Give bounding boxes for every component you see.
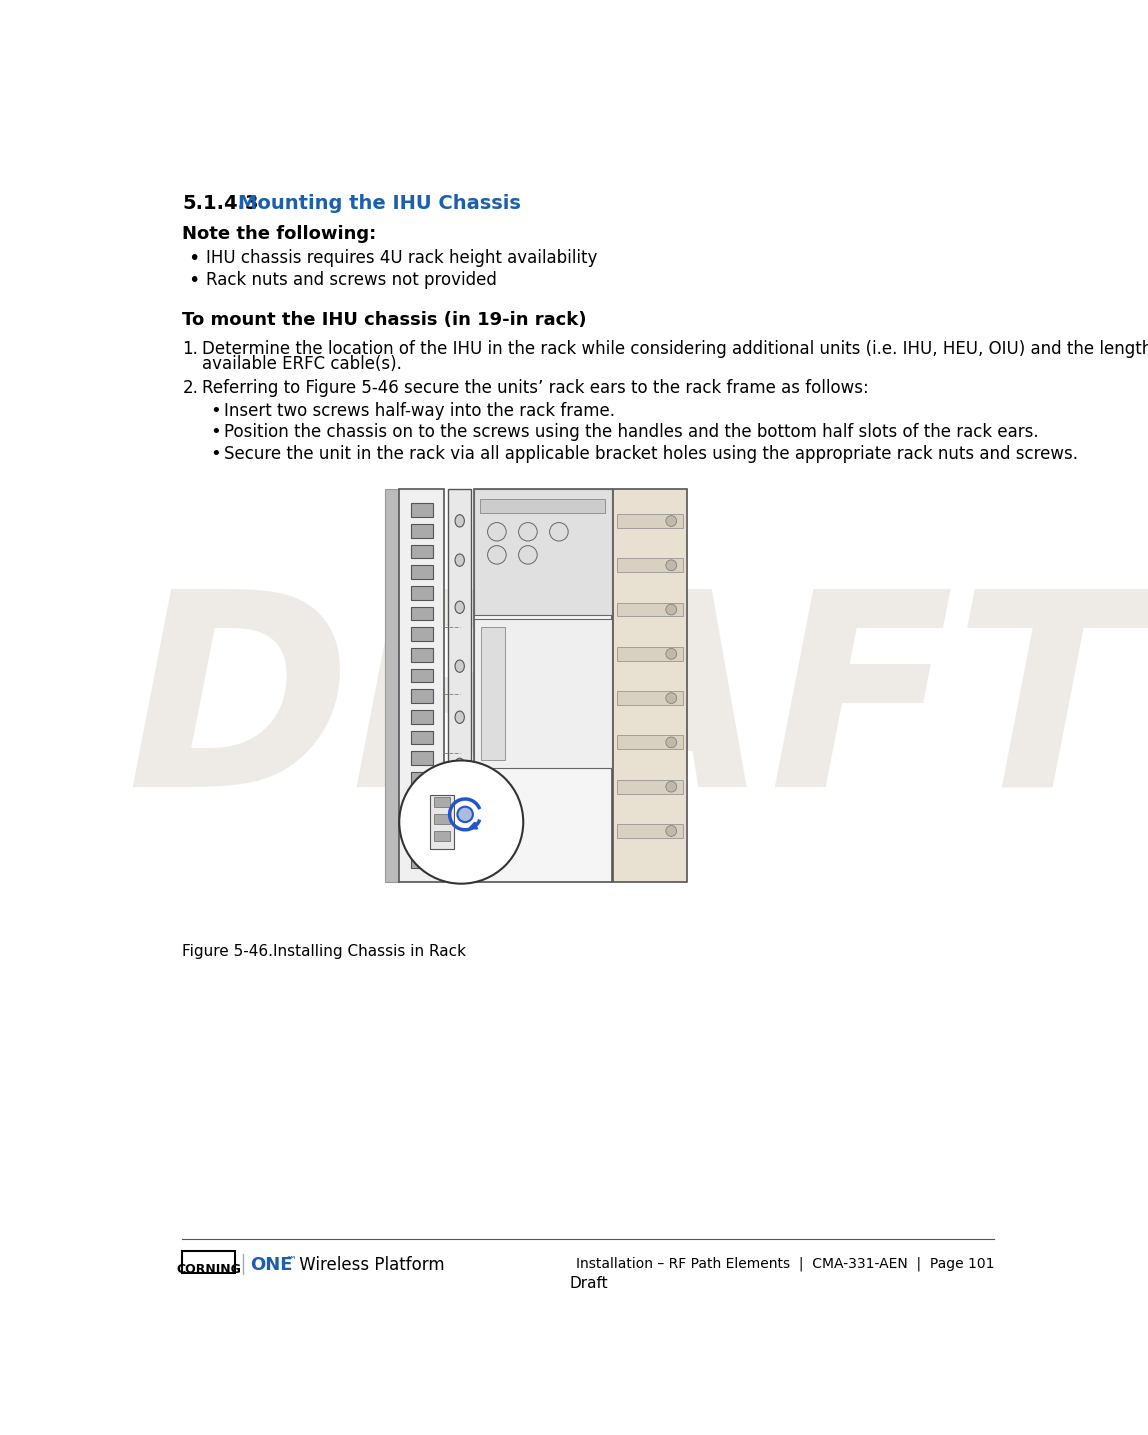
FancyBboxPatch shape	[411, 607, 433, 620]
FancyBboxPatch shape	[411, 504, 433, 517]
Circle shape	[519, 545, 537, 564]
FancyBboxPatch shape	[411, 544, 433, 558]
Text: 1.: 1.	[183, 340, 199, 359]
Text: Draft: Draft	[569, 1276, 607, 1290]
Text: Position the chassis on to the screws using the handles and the bottom half slot: Position the chassis on to the screws us…	[224, 423, 1039, 441]
Circle shape	[457, 806, 473, 822]
FancyBboxPatch shape	[434, 831, 450, 841]
FancyBboxPatch shape	[480, 499, 605, 512]
Text: 5.1.4.3: 5.1.4.3	[183, 194, 258, 212]
FancyBboxPatch shape	[400, 489, 444, 883]
FancyBboxPatch shape	[430, 795, 453, 850]
Text: Rack nuts and screws not provided: Rack nuts and screws not provided	[205, 271, 496, 288]
Ellipse shape	[455, 601, 464, 613]
FancyBboxPatch shape	[411, 834, 433, 848]
FancyBboxPatch shape	[411, 814, 433, 827]
Circle shape	[488, 545, 506, 564]
Circle shape	[488, 522, 506, 541]
Text: •: •	[210, 445, 220, 462]
FancyBboxPatch shape	[448, 489, 472, 883]
Text: Wireless Platform: Wireless Platform	[294, 1257, 444, 1274]
Text: Note the following:: Note the following:	[183, 224, 377, 243]
Circle shape	[666, 825, 676, 837]
FancyBboxPatch shape	[616, 558, 683, 573]
Ellipse shape	[455, 515, 464, 527]
Text: •: •	[210, 402, 220, 419]
Text: To mount the IHU chassis (in 19-in rack): To mount the IHU chassis (in 19-in rack)	[183, 311, 587, 329]
FancyBboxPatch shape	[411, 689, 433, 703]
Ellipse shape	[455, 712, 464, 723]
FancyBboxPatch shape	[411, 585, 433, 600]
FancyBboxPatch shape	[616, 779, 683, 794]
Text: •: •	[188, 250, 200, 268]
Text: Mounting the IHU Chassis: Mounting the IHU Chassis	[238, 194, 521, 212]
Text: CORNING: CORNING	[176, 1263, 241, 1276]
Text: Secure the unit in the rack via all applicable bracket holes using the appropria: Secure the unit in the rack via all appl…	[224, 445, 1078, 462]
FancyBboxPatch shape	[481, 627, 505, 761]
Text: Referring to Figure 5-46 secure the units’ rack ears to the rack frame as follow: Referring to Figure 5-46 secure the unit…	[202, 379, 868, 396]
Circle shape	[666, 560, 676, 571]
Circle shape	[550, 522, 568, 541]
Ellipse shape	[455, 660, 464, 673]
Ellipse shape	[455, 554, 464, 567]
Circle shape	[666, 604, 676, 616]
Text: Determine the location of the IHU in the rack while considering additional units: Determine the location of the IHU in the…	[202, 340, 1148, 359]
FancyBboxPatch shape	[434, 814, 450, 824]
FancyBboxPatch shape	[616, 647, 683, 660]
FancyBboxPatch shape	[386, 489, 400, 883]
FancyBboxPatch shape	[183, 1251, 235, 1273]
FancyBboxPatch shape	[411, 565, 433, 580]
Circle shape	[666, 781, 676, 792]
Ellipse shape	[455, 805, 464, 818]
FancyBboxPatch shape	[411, 669, 433, 683]
Text: DRAFT: DRAFT	[126, 580, 1139, 842]
Text: ™: ™	[286, 1257, 296, 1266]
Text: 2.: 2.	[183, 379, 199, 396]
FancyBboxPatch shape	[411, 751, 433, 765]
FancyBboxPatch shape	[434, 796, 450, 808]
FancyBboxPatch shape	[474, 489, 612, 883]
Text: IHU chassis requires 4U rack height availability: IHU chassis requires 4U rack height avai…	[205, 250, 597, 267]
Text: ONE: ONE	[250, 1257, 293, 1274]
FancyBboxPatch shape	[616, 824, 683, 838]
Circle shape	[666, 738, 676, 748]
Text: available ERFC cable(s).: available ERFC cable(s).	[202, 356, 402, 373]
Circle shape	[519, 522, 537, 541]
Ellipse shape	[455, 845, 464, 857]
FancyBboxPatch shape	[616, 603, 683, 617]
FancyBboxPatch shape	[411, 792, 433, 806]
FancyBboxPatch shape	[613, 489, 687, 883]
FancyBboxPatch shape	[411, 647, 433, 662]
Circle shape	[666, 515, 676, 527]
FancyBboxPatch shape	[474, 489, 612, 616]
FancyBboxPatch shape	[411, 772, 433, 786]
Circle shape	[666, 649, 676, 659]
FancyBboxPatch shape	[616, 514, 683, 528]
Text: Insert two screws half-way into the rack frame.: Insert two screws half-way into the rack…	[224, 402, 615, 419]
Text: Installation – RF Path Elements  |  CMA-331-AEN  |  Page 101: Installation – RF Path Elements | CMA-33…	[576, 1257, 994, 1271]
Circle shape	[666, 693, 676, 703]
FancyBboxPatch shape	[411, 730, 433, 745]
FancyBboxPatch shape	[411, 710, 433, 723]
Text: •: •	[210, 423, 220, 441]
Text: •: •	[188, 271, 200, 290]
FancyBboxPatch shape	[474, 618, 612, 768]
FancyBboxPatch shape	[616, 692, 683, 705]
Ellipse shape	[455, 758, 464, 771]
FancyBboxPatch shape	[411, 854, 433, 868]
Circle shape	[400, 761, 523, 884]
Text: Figure 5-46.Installing Chassis in Rack: Figure 5-46.Installing Chassis in Rack	[183, 944, 466, 959]
FancyBboxPatch shape	[616, 736, 683, 749]
FancyBboxPatch shape	[411, 524, 433, 538]
FancyBboxPatch shape	[411, 627, 433, 641]
